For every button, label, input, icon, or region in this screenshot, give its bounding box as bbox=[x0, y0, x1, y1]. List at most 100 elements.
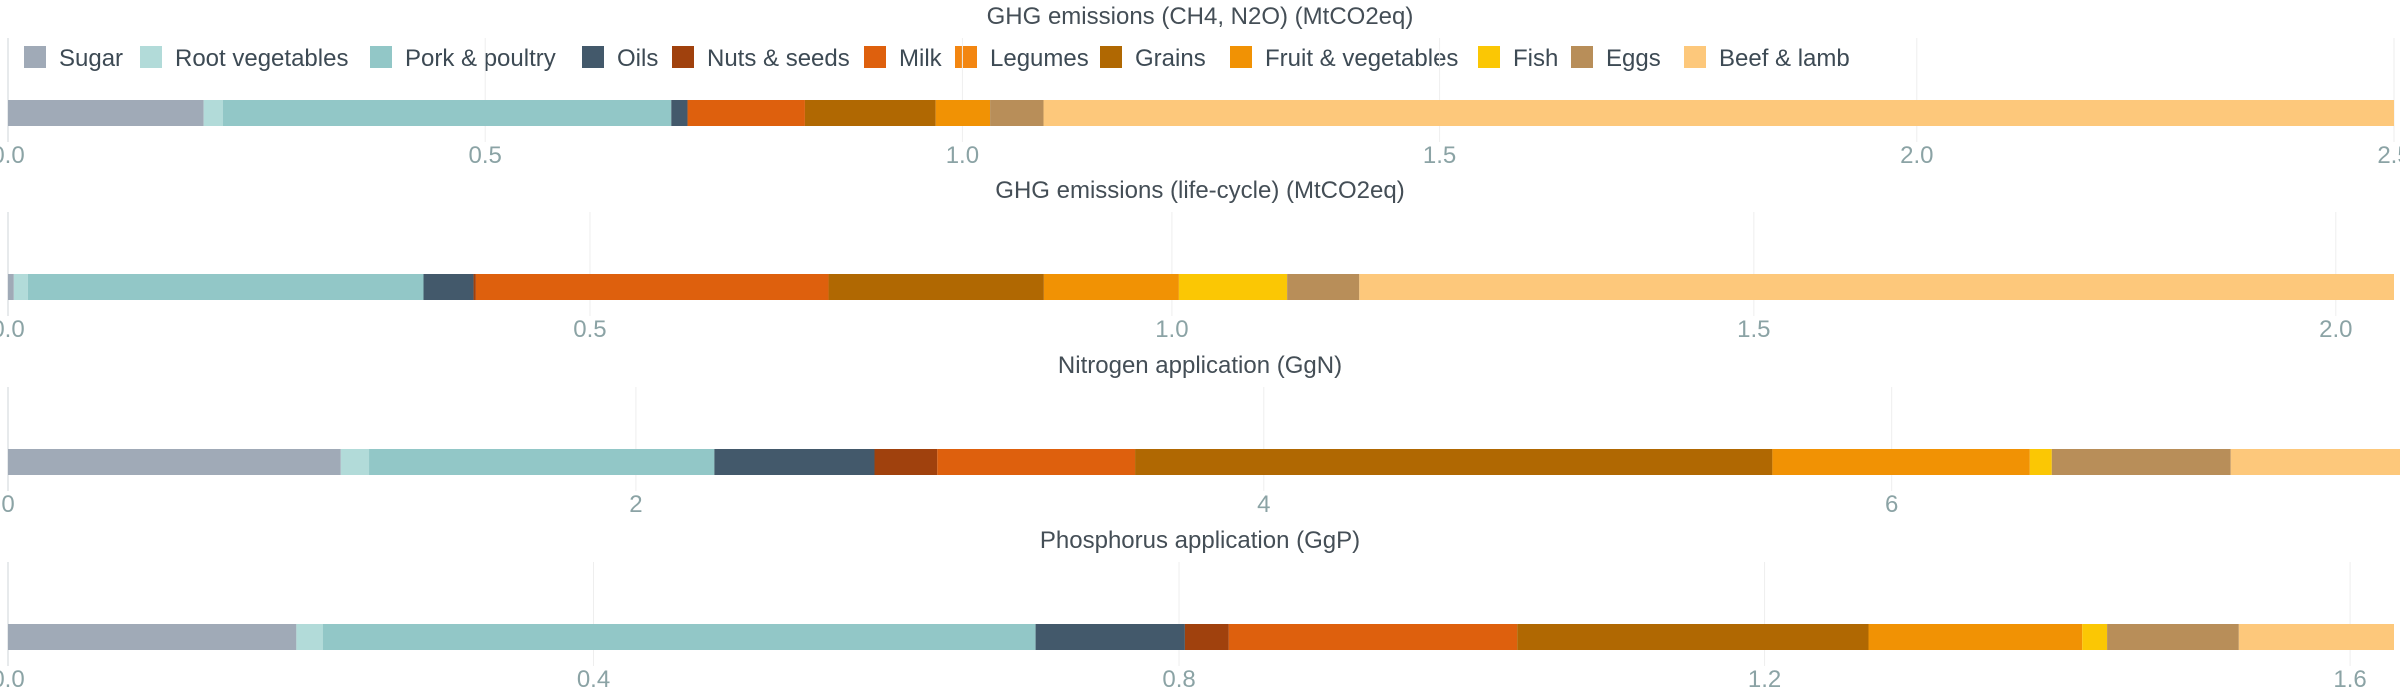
legend-label: Legumes bbox=[990, 45, 1089, 72]
legend-swatch bbox=[24, 46, 46, 68]
tick-label: 0.0 bbox=[0, 666, 25, 693]
bar-segment bbox=[27, 274, 424, 300]
bar-segment bbox=[687, 100, 805, 126]
legend-item: Beef & lamb bbox=[1684, 45, 1850, 72]
legend-swatch bbox=[140, 46, 162, 68]
legend-label: Milk bbox=[899, 45, 943, 72]
tick-label: 2.0 bbox=[2319, 316, 2352, 343]
chart-panel: Phosphorus application (GgP) 0.0 0.4 0.8 1.2… bbox=[0, 527, 2394, 693]
tick-label: 4 bbox=[1257, 491, 1270, 518]
bar-segment bbox=[2238, 624, 2394, 650]
bar-segment bbox=[2082, 624, 2108, 650]
legend-swatch bbox=[1230, 46, 1252, 68]
legend-swatch bbox=[1478, 46, 1500, 68]
tick-label: 2 bbox=[629, 491, 642, 518]
bar-segment bbox=[1043, 274, 1179, 300]
bar-segment bbox=[13, 274, 28, 300]
chart-panel: GHG emissions (CH4, N2O) (MtCO2eq) 0.0 0.5… bbox=[0, 3, 2400, 169]
legend-item: Grains bbox=[1100, 45, 1206, 72]
bar-segment bbox=[1772, 449, 2030, 475]
tick-label: 0.5 bbox=[469, 142, 502, 169]
bar-segment bbox=[340, 449, 370, 475]
legend-item: Milk bbox=[864, 45, 943, 72]
bar-segment bbox=[1035, 624, 1185, 650]
legend-label: Nuts & seeds bbox=[707, 45, 850, 72]
legend-label: Beef & lamb bbox=[1719, 45, 1850, 72]
chart-title: Phosphorus application (GgP) bbox=[1040, 527, 1360, 554]
tick-label: 1.5 bbox=[1423, 142, 1456, 169]
bar-segment bbox=[1184, 624, 1229, 650]
tick-label: 0.8 bbox=[1162, 666, 1195, 693]
bar-segment bbox=[1359, 274, 2394, 300]
bar-segment bbox=[369, 449, 715, 475]
bar-segment bbox=[475, 274, 829, 300]
bar-segment bbox=[423, 274, 474, 300]
bar-segment bbox=[1228, 624, 1518, 650]
bar-segment bbox=[8, 100, 204, 126]
chart-panels: GHG emissions (CH4, N2O) (MtCO2eq) 0.0 0.5… bbox=[0, 3, 2400, 693]
legend-item: Pork & poultry bbox=[370, 45, 556, 72]
legend: Sugar Root vegetables Pork & poultry Oils Nu… bbox=[24, 45, 1850, 72]
bar-segment bbox=[296, 624, 323, 650]
chart-title: GHG emissions (CH4, N2O) (MtCO2eq) bbox=[987, 3, 1414, 30]
bar-segment bbox=[828, 274, 1044, 300]
bar-segment bbox=[2230, 449, 2400, 475]
legend-item: Sugar bbox=[24, 45, 123, 72]
legend-swatch bbox=[1571, 46, 1593, 68]
legend-label: Root vegetables bbox=[175, 45, 348, 72]
bar-segment bbox=[1868, 624, 2083, 650]
bar-segment bbox=[2029, 449, 2052, 475]
legend-item: Oils bbox=[582, 45, 658, 72]
bar-segment bbox=[874, 449, 938, 475]
legend-swatch bbox=[955, 46, 977, 68]
bar-segment bbox=[671, 100, 688, 126]
legend-label: Grains bbox=[1135, 45, 1206, 72]
bar-segment bbox=[203, 100, 223, 126]
tick-label: 1.0 bbox=[946, 142, 979, 169]
bar-segment bbox=[714, 449, 875, 475]
legend-item: Fish bbox=[1478, 45, 1558, 72]
legend-label: Eggs bbox=[1606, 45, 1661, 72]
tick-label: 0.0 bbox=[0, 142, 25, 169]
legend-label: Oils bbox=[617, 45, 658, 72]
legend-item: Eggs bbox=[1571, 45, 1661, 72]
bar-segment bbox=[2051, 449, 2231, 475]
tick-label: 0.0 bbox=[0, 316, 25, 343]
bar-segment bbox=[473, 274, 476, 300]
bar-segment bbox=[8, 449, 341, 475]
tick-label: 1.6 bbox=[2333, 666, 2366, 693]
tick-label: 0 bbox=[1, 491, 14, 518]
legend-item: Nuts & seeds bbox=[672, 45, 850, 72]
legend-swatch bbox=[582, 46, 604, 68]
tick-label: 1.5 bbox=[1737, 316, 1770, 343]
bar-segment bbox=[222, 100, 672, 126]
bar-segment bbox=[8, 274, 14, 300]
tick-label: 0.5 bbox=[573, 316, 606, 343]
chart-title: Nitrogen application (GgN) bbox=[1058, 352, 1342, 379]
tick-label: 1.2 bbox=[1748, 666, 1781, 693]
tick-label: 6 bbox=[1885, 491, 1898, 518]
tick-label: 1.0 bbox=[1155, 316, 1188, 343]
bar-segment bbox=[1178, 274, 1288, 300]
legend-swatch bbox=[1684, 46, 1706, 68]
bar-segment bbox=[1135, 449, 1773, 475]
bar-segment bbox=[8, 624, 297, 650]
legend-item: Fruit & vegetables bbox=[1230, 45, 1458, 72]
legend-swatch bbox=[672, 46, 694, 68]
bar-segment bbox=[2107, 624, 2239, 650]
bar-segment bbox=[322, 624, 1036, 650]
bar-segment bbox=[935, 100, 991, 126]
chart-panel: Nitrogen application (GgN) 0 2 4 6 bbox=[1, 352, 2400, 518]
chart-panel: GHG emissions (life-cycle) (MtCO2eq) 0.0 0… bbox=[0, 177, 2394, 343]
legend-label: Fish bbox=[1513, 45, 1558, 72]
legend-label: Sugar bbox=[59, 45, 123, 72]
tick-label: 0.4 bbox=[577, 666, 610, 693]
bar-segment bbox=[937, 449, 1136, 475]
legend-swatch bbox=[1100, 46, 1122, 68]
bar-segment bbox=[1287, 274, 1360, 300]
bar-segment bbox=[804, 100, 936, 126]
legend-swatch bbox=[864, 46, 886, 68]
legend-label: Fruit & vegetables bbox=[1265, 45, 1458, 72]
tick-label: 2.5 bbox=[2377, 142, 2400, 169]
